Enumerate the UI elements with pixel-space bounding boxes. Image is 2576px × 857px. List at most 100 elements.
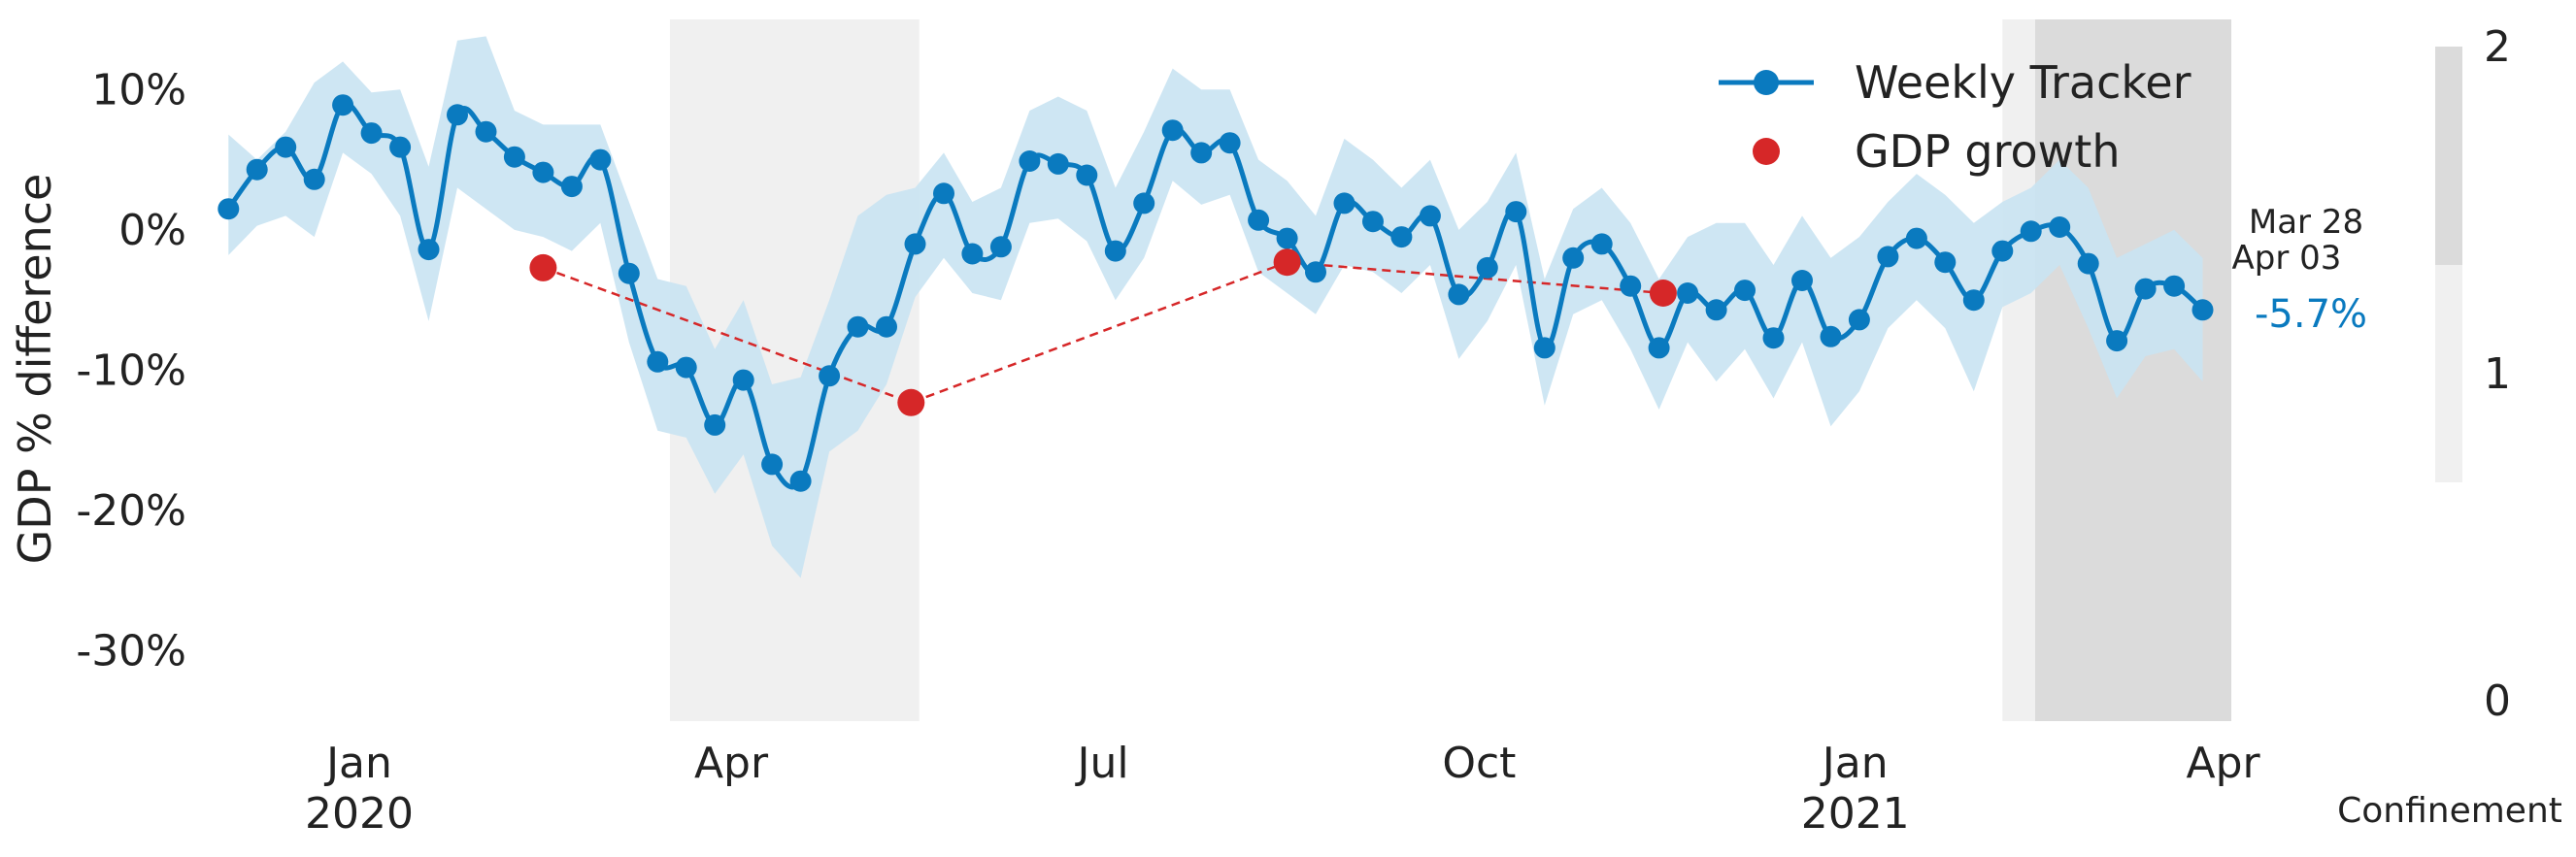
tracker-point-48 bbox=[1562, 247, 1585, 269]
tracker-point-50 bbox=[1620, 275, 1642, 297]
tracker-point-41 bbox=[1362, 211, 1384, 233]
tracker-point-62 bbox=[1962, 289, 1985, 312]
tracker-point-42 bbox=[1390, 226, 1413, 248]
tracker-point-14 bbox=[589, 148, 612, 171]
tracker-point-22 bbox=[819, 365, 841, 387]
annotation-date-bottom: Apr 03 bbox=[2232, 239, 2342, 278]
confinement-tick-label: 0 bbox=[2484, 676, 2511, 726]
tracker-point-31 bbox=[1076, 164, 1098, 186]
tracker-point-18 bbox=[704, 413, 726, 436]
tracker-point-9 bbox=[447, 104, 468, 126]
tracker-point-20 bbox=[761, 453, 784, 476]
tracker-point-69 bbox=[2163, 275, 2186, 297]
tracker-point-66 bbox=[2077, 252, 2099, 275]
confinement-period-2 bbox=[2002, 19, 2035, 721]
tracker-point-12 bbox=[532, 161, 554, 183]
gdp-point-1 bbox=[529, 253, 557, 281]
x-tick-label: Jul bbox=[1075, 739, 1129, 788]
tracker-point-23 bbox=[847, 315, 869, 338]
x-tick-label: Jan bbox=[1820, 739, 1889, 788]
tracker-point-55 bbox=[1762, 327, 1785, 349]
confinement-scale-level-2 bbox=[2435, 47, 2462, 265]
confinement-tick-label: 2 bbox=[2484, 22, 2511, 72]
tracker-point-33 bbox=[1133, 192, 1155, 214]
x-tick-label: Apr bbox=[2187, 739, 2261, 788]
tracker-point-54 bbox=[1734, 280, 1756, 302]
tracker-point-38 bbox=[1276, 227, 1298, 249]
tracker-point-1 bbox=[217, 198, 240, 220]
tracker-point-40 bbox=[1333, 192, 1355, 214]
y-tick-label: -10% bbox=[76, 346, 186, 396]
tracker-point-44 bbox=[1448, 283, 1470, 306]
tracker-point-58 bbox=[1848, 309, 1870, 331]
tracker-confidence-band bbox=[228, 36, 2203, 578]
gdp-growth-points bbox=[529, 248, 1677, 416]
tracker-point-21 bbox=[789, 470, 812, 492]
y-tick-label: -30% bbox=[76, 627, 186, 676]
y-axis-ticks: 10% 0% -10% -20% -30% bbox=[76, 65, 186, 676]
tracker-point-7 bbox=[389, 136, 412, 158]
tracker-point-28 bbox=[989, 236, 1012, 258]
confinement-scale bbox=[2435, 47, 2462, 482]
x-tick-year-label: 2021 bbox=[1801, 789, 1910, 839]
tracker-point-30 bbox=[1047, 152, 1069, 175]
gdp-point-4 bbox=[1649, 280, 1677, 307]
tracker-point-2 bbox=[246, 158, 268, 181]
gdp-growth-connector-line bbox=[542, 260, 1664, 405]
tracker-point-3 bbox=[275, 136, 297, 158]
weekly-tracker-points bbox=[217, 94, 2214, 492]
annotation-date-top: Mar 28 bbox=[2249, 203, 2363, 242]
tracker-point-60 bbox=[1905, 227, 1927, 249]
tracker-point-13 bbox=[560, 176, 583, 198]
tracker-point-19 bbox=[732, 369, 754, 391]
confinement-label: Confinement bbox=[2337, 791, 2562, 831]
tracker-point-52 bbox=[1677, 282, 1699, 304]
tracker-point-8 bbox=[418, 239, 440, 261]
tracker-point-36 bbox=[1219, 132, 1241, 154]
tracker-point-37 bbox=[1248, 209, 1270, 231]
gdp-point-2 bbox=[897, 388, 925, 416]
tracker-point-57 bbox=[1820, 325, 1842, 347]
legend-tracker-marker-swatch bbox=[1754, 70, 1779, 95]
tracker-point-6 bbox=[360, 122, 383, 145]
legend: Weekly Tracker GDP growth bbox=[1719, 56, 2191, 178]
gdp-point-3 bbox=[1273, 248, 1301, 277]
tracker-point-59 bbox=[1877, 246, 1899, 268]
confinement-scale-ticks: 2 1 0 bbox=[2484, 22, 2511, 726]
tracker-point-70 bbox=[2191, 299, 2214, 321]
tracker-point-46 bbox=[1505, 201, 1527, 223]
tracker-point-10 bbox=[475, 120, 497, 143]
tracker-point-29 bbox=[1019, 150, 1041, 172]
tracker-point-56 bbox=[1791, 270, 1813, 291]
tracker-point-15 bbox=[618, 262, 640, 284]
y-tick-label: 10% bbox=[91, 65, 186, 115]
tracker-point-45 bbox=[1476, 256, 1498, 279]
tracker-point-24 bbox=[876, 315, 897, 338]
tracker-point-39 bbox=[1305, 261, 1326, 283]
legend-tracker-label: Weekly Tracker bbox=[1855, 56, 2191, 109]
y-tick-label: -20% bbox=[76, 486, 186, 536]
tracker-point-27 bbox=[961, 243, 984, 265]
tracker-point-53 bbox=[1705, 299, 1727, 321]
x-tick-label: Apr bbox=[694, 739, 769, 788]
legend-gdp-marker-swatch bbox=[1753, 138, 1780, 165]
tracker-point-16 bbox=[647, 350, 669, 373]
last-value-label: -5.7% bbox=[2255, 292, 2367, 337]
x-tick-label: Jan bbox=[323, 739, 392, 788]
tracker-point-64 bbox=[2020, 220, 2042, 243]
tracker-point-51 bbox=[1648, 337, 1670, 359]
tracker-point-61 bbox=[1934, 251, 1957, 274]
tracker-point-67 bbox=[2106, 330, 2128, 352]
tracker-point-35 bbox=[1190, 142, 1213, 164]
legend-gdp-label: GDP growth bbox=[1855, 125, 2120, 178]
y-tick-label: 0% bbox=[118, 206, 186, 255]
tracker-point-65 bbox=[2049, 216, 2071, 238]
tracker-point-49 bbox=[1590, 233, 1613, 255]
confinement-scale-level-1 bbox=[2435, 265, 2462, 482]
tracker-point-25 bbox=[904, 233, 926, 255]
tracker-point-5 bbox=[332, 94, 354, 116]
tracker-point-11 bbox=[503, 146, 525, 168]
x-tick-label: Oct bbox=[1442, 739, 1516, 788]
